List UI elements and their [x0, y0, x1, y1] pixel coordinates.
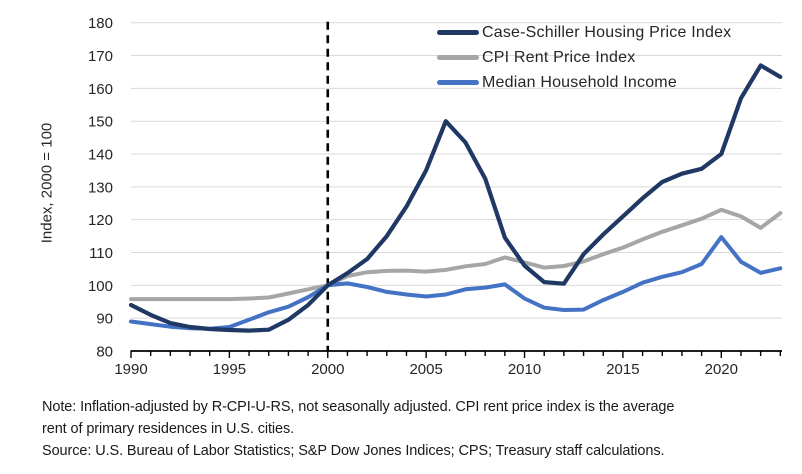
legend-item-median-income: Median Household Income — [437, 70, 731, 95]
legend-item-case-schiller: Case-Schiller Housing Price Index — [437, 20, 731, 45]
y-tick-label-150: 150 — [88, 114, 113, 131]
x-tick-label-2020: 2020 — [705, 361, 738, 378]
x-tick-label-1995: 1995 — [213, 361, 246, 378]
legend-label-median-income: Median Household Income — [482, 73, 677, 91]
x-tick-label-2000: 2000 — [311, 361, 344, 378]
y-tick-label-120: 120 — [88, 212, 113, 229]
x-tick-label-1990: 1990 — [114, 361, 147, 378]
legend: Case-Schiller Housing Price Index CPI Re… — [437, 20, 731, 95]
footnote-block: Note: Inflation-adjusted by R-CPI-U-RS, … — [42, 396, 787, 462]
y-tick-label-160: 160 — [88, 81, 113, 98]
series-line-case-schiller-housing-price-index — [128, 63, 783, 333]
x-tick-label-2005: 2005 — [409, 361, 442, 378]
y-tick-label-180: 180 — [88, 15, 113, 32]
legend-swatch-cpi-rent — [437, 55, 479, 60]
y-tick-label-80: 80 — [96, 344, 113, 361]
y-tick-label-130: 130 — [88, 179, 113, 196]
y-tick-label-100: 100 — [88, 278, 113, 295]
x-tick-label-2010: 2010 — [508, 361, 541, 378]
y-tick-label-170: 170 — [88, 48, 113, 65]
legend-swatch-median-income — [437, 80, 479, 85]
x-tick-label-2015: 2015 — [606, 361, 639, 378]
y-tick-label-140: 140 — [88, 147, 113, 164]
legend-item-cpi-rent: CPI Rent Price Index — [437, 45, 731, 70]
series-line-median-household-income — [129, 235, 783, 331]
series-line-cpi-rent-price-index — [129, 207, 783, 302]
y-tick-label-90: 90 — [96, 311, 113, 328]
y-axis-title-text: Index, 2000 = 100 — [38, 122, 56, 244]
note-line-2: rent of primary residences in U.S. citie… — [42, 421, 295, 437]
legend-label-case-schiller: Case-Schiller Housing Price Index — [482, 23, 732, 41]
legend-label-cpi-rent: CPI Rent Price Index — [482, 48, 636, 66]
source-line: Source: U.S. Bureau of Labor Statistics;… — [42, 443, 665, 459]
y-tick-label-110: 110 — [89, 245, 113, 262]
legend-swatch-case-schiller — [437, 30, 479, 35]
note-line-1: Note: Inflation-adjusted by R-CPI-U-RS, … — [42, 399, 675, 415]
